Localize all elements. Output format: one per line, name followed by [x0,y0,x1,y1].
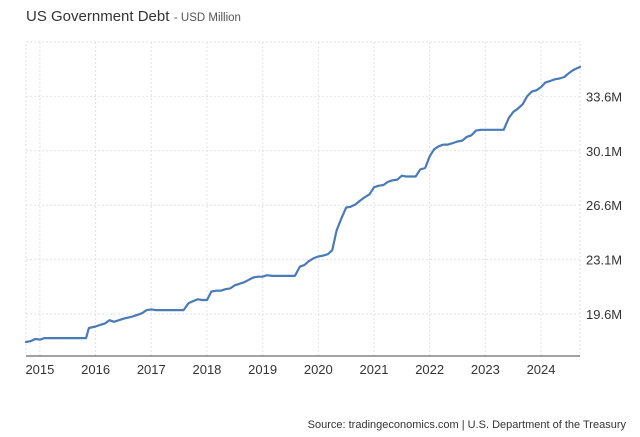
y-tick-label: 33.6M [586,89,622,104]
y-tick-label: 23.1M [586,253,622,268]
plot-frame [25,41,581,357]
debt-series-line [24,65,582,344]
chart-title: US Government Debt - USD Million [26,8,241,26]
x-tick-label: 2015 [25,362,54,377]
y-tick-label: 26.6M [586,198,622,213]
x-tick-label: 2023 [471,362,500,377]
x-tick-label: 2022 [415,362,444,377]
x-tick-label: 2016 [81,362,110,377]
y-tick-label: 19.6M [586,307,622,322]
y-tick-label: 30.1M [586,144,622,159]
x-tick-label: 2024 [527,362,556,377]
x-tick-label: 2017 [137,362,166,377]
source-note: Source: tradingeconomics.com | U.S. Depa… [307,419,626,431]
x-tick-label: 2018 [192,362,221,377]
x-tick-label: 2021 [360,362,389,377]
x-tick-label: 2019 [248,362,277,377]
subtitle-text: - USD Million [173,12,241,24]
title-text: US Government Debt [26,8,170,25]
x-tick-label: 2020 [304,362,333,377]
